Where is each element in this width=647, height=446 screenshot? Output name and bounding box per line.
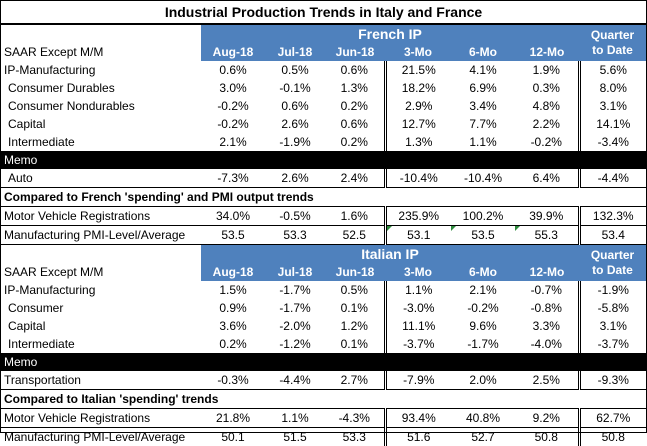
memo-band: Memo	[1, 353, 646, 371]
error-indicator: 53.5	[451, 226, 515, 245]
section-heading: Compared to French 'spending' and PMI ou…	[1, 188, 646, 207]
table-row: IP-Manufacturing 0.6% 0.5% 0.6% 21.5% 4.…	[1, 61, 646, 79]
column-header: Jul-18	[265, 43, 325, 61]
column-header: 3-Mo	[385, 43, 451, 61]
italian-header-label: SAAR Except M/M	[1, 263, 201, 281]
column-header: 6-Mo	[451, 263, 515, 281]
column-header: 12-Mo	[515, 263, 579, 281]
table-row: Capital -0.2% 2.6% 0.6% 12.7% 7.7% 2.2% …	[1, 115, 646, 133]
italian-ip-band: Italian IP	[201, 245, 579, 264]
french-header-label: SAAR Except M/M	[1, 43, 201, 61]
table-row: Consumer Nondurables -0.2% 0.6% 0.2% 2.9…	[1, 97, 646, 115]
table-row: Capital 3.6% -2.0% 1.2% 11.1% 9.6% 3.3% …	[1, 317, 646, 335]
table-row: Motor Vehicle Registrations 21.8% 1.1% -…	[1, 409, 646, 428]
table-row: Transportation -0.3% -4.4% 2.7% -7.9% 2.…	[1, 371, 646, 390]
error-indicator: 55.3	[515, 226, 579, 245]
column-header: 12-Mo	[515, 43, 579, 61]
memo-band: Memo	[1, 151, 646, 169]
table-row: Consumer 0.9% -1.7% 0.1% -3.0% -0.2% -0.…	[1, 299, 646, 317]
section-heading: Compared to Italian 'spending' trends	[1, 390, 646, 409]
table-title: Industrial Production Trends in Italy an…	[1, 1, 646, 24]
table-row: Auto -7.3% 2.6% 2.4% -10.4% -10.4% 6.4% …	[1, 169, 646, 188]
italian-quarter-to-date-header: Quarter to Date	[579, 245, 646, 282]
table-row: Motor Vehicle Registrations 34.0% -0.5% …	[1, 207, 646, 226]
french-ip-band: French IP	[201, 24, 579, 43]
table-row: Manufacturing PMI-Level/Average 50.1 51.…	[1, 428, 646, 446]
error-indicator: 53.1	[385, 226, 451, 245]
data-table-container: Industrial Production Trends in Italy an…	[0, 0, 647, 433]
column-header: Jun-18	[325, 263, 385, 281]
table-row: IP-Manufacturing 1.5% -1.7% 0.5% 1.1% 2.…	[1, 281, 646, 299]
column-header: 6-Mo	[451, 43, 515, 61]
french-quarter-to-date-header: Quarter to Date	[579, 24, 646, 61]
table-row: Intermediate 0.2% -1.2% 0.1% -3.7% -1.7%…	[1, 335, 646, 353]
column-header: Aug-18	[201, 263, 265, 281]
table-row: Intermediate 2.1% -1.9% 0.2% 1.3% 1.1% -…	[1, 133, 646, 151]
column-header: Aug-18	[201, 43, 265, 61]
column-header: 3-Mo	[385, 263, 451, 281]
column-header: Jul-18	[265, 263, 325, 281]
table-row: Consumer Durables 3.0% -0.1% 1.3% 18.2% …	[1, 79, 646, 97]
table-row: Manufacturing PMI-Level/Average 53.5 53.…	[1, 226, 646, 245]
column-header: Jun-18	[325, 43, 385, 61]
